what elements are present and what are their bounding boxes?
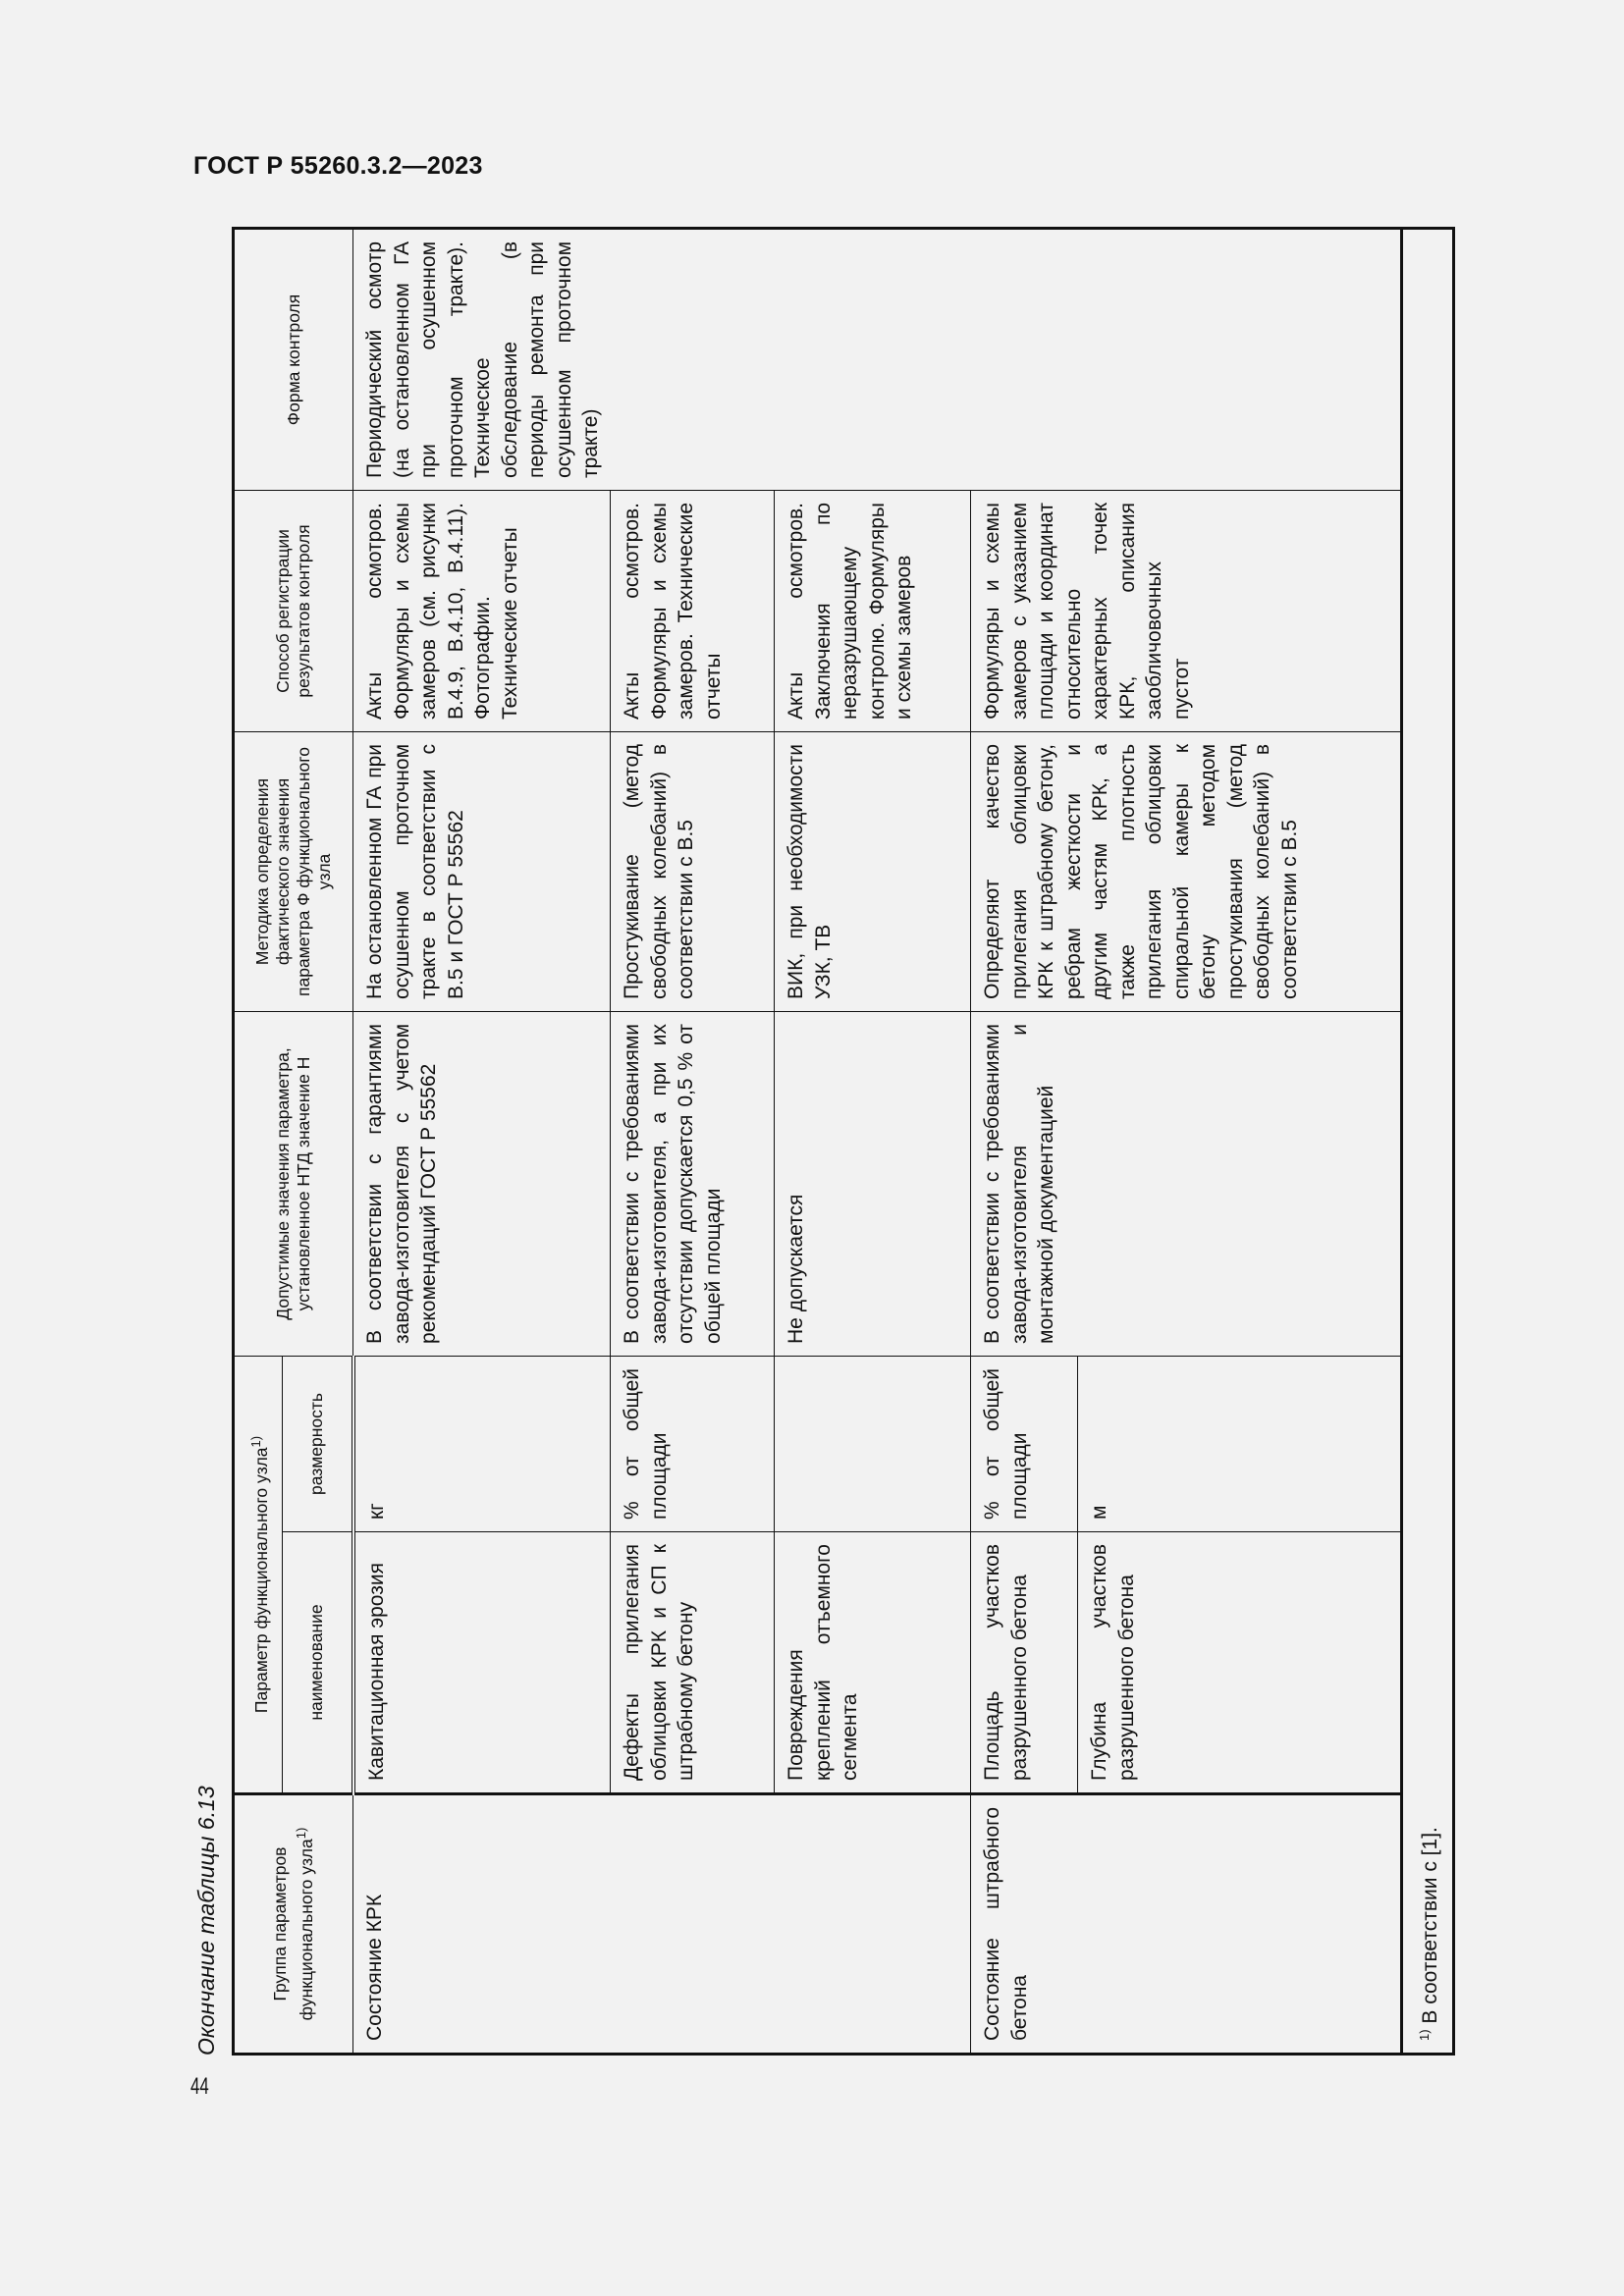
- table-row: Состояние штрабного бетона Площадь участ…: [970, 228, 1402, 2055]
- table-row: Дефекты прилегания облицовки КРК и СП к …: [610, 228, 775, 2054]
- name-cell: Повреждения креплений отъемного сегмента: [774, 1531, 971, 1794]
- header-param: Параметр функционального узла1): [233, 1356, 283, 1794]
- name-cell: Кавитационная эрозия: [352, 1531, 611, 1794]
- header-registration: Способ регистрации результатов контроля: [233, 490, 353, 732]
- footnote-row: 1) В соответствии с [1].: [1401, 228, 1453, 2055]
- rotated-table-block: Окончание таблицы 6.13 Группа параметров…: [187, 226, 1455, 2056]
- allowed-cell: В соответствии с гарантиями завода-изгот…: [352, 1011, 611, 1357]
- registration-cell: Акты осмотров. Заключения по неразрушающ…: [774, 490, 971, 732]
- parameters-table: Группа параметров функционального узла1)…: [232, 226, 1455, 2056]
- header-form: Форма контроля: [233, 228, 353, 491]
- table-caption: Окончание таблицы 6.13: [193, 1786, 219, 2056]
- dimension-cell: % от общей площади: [610, 1356, 775, 1532]
- document-title: ГОСТ Р 55260.3.2—2023: [193, 152, 483, 180]
- allowed-cell: Не допускается: [774, 1011, 971, 1357]
- method-cell: ВИК, при необходимости УЗК, ТВ: [774, 731, 971, 1012]
- group-cell: Состояние КРК: [352, 1793, 971, 2055]
- registration-cell: Формуляры и схемы замеров с указанием пл…: [970, 490, 1402, 732]
- header-name: наименование: [282, 1531, 353, 1794]
- dimension-cell: [774, 1356, 971, 1532]
- header-dimension: размерность: [282, 1356, 353, 1532]
- method-cell: Простукивание (метод свободных колебаний…: [610, 731, 775, 1012]
- table-row: Повреждения креплений отъемного сегмента…: [774, 228, 971, 2054]
- method-cell: На остановленном ГА при осушенном проточ…: [352, 731, 611, 1012]
- footnote: 1) В соответствии с [1].: [1401, 228, 1453, 2055]
- form-cell: Периодический осмотр (на остановленном Г…: [352, 228, 1402, 491]
- method-cell: Определяют качество прилегания облицовки…: [970, 731, 1402, 1012]
- group-cell: Состояние штрабного бетона: [970, 1793, 1402, 2055]
- page-number: 44: [190, 2073, 209, 2100]
- name-cell: Глубина участков разрушенного бетона: [1077, 1531, 1402, 1794]
- name-cell: Площадь участков разрушенного бетона: [970, 1531, 1078, 1794]
- registration-cell: Акты осмотров. Формуляры и схемы замеров…: [352, 490, 611, 732]
- header-method: Методика определения фактического значен…: [233, 731, 353, 1012]
- header-allowed: Допустимые значения параметра, установле…: [233, 1011, 353, 1357]
- allowed-cell: В соответствии с требованиями завода-изг…: [610, 1011, 775, 1357]
- registration-cell: Акты осмотров. Формуляры и схемы замеров…: [610, 490, 775, 732]
- allowed-cell: В соответствии с требованиями завода-изг…: [970, 1011, 1402, 1357]
- header-group: Группа параметров функционального узла1): [233, 1793, 353, 2055]
- dimension-cell: м: [1077, 1356, 1402, 1532]
- name-cell: Дефекты прилегания облицовки КРК и СП к …: [610, 1531, 775, 1794]
- table-row: Состояние КРК Кавитационная эрозия кг В …: [352, 228, 1402, 2055]
- dimension-cell: % от общей площади: [970, 1356, 1078, 1532]
- dimension-cell: кг: [352, 1356, 611, 1532]
